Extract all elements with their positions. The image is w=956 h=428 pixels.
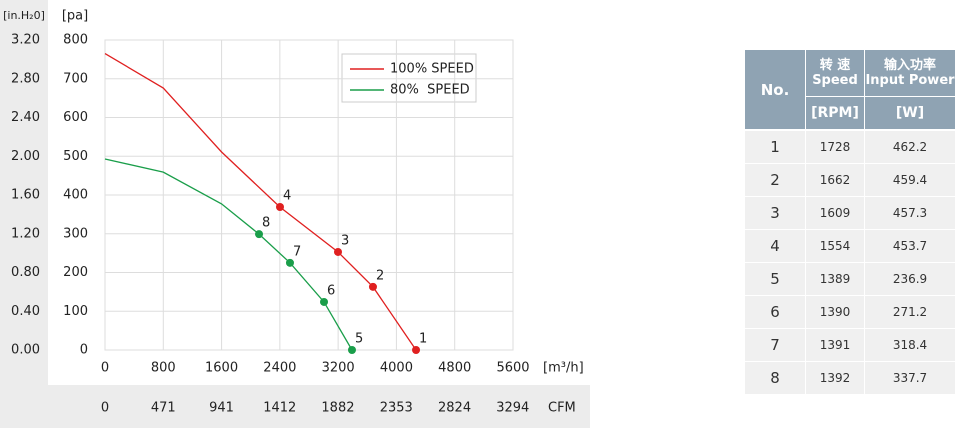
- point-label: 7: [293, 244, 301, 259]
- y2-tick-label: 3.20: [11, 33, 40, 48]
- table-cell: 1392: [806, 362, 864, 394]
- table-cell: 271.2: [865, 296, 955, 328]
- y-tick-label: 800: [63, 33, 88, 48]
- x2-tick-label: 2824: [438, 401, 471, 416]
- y2-tick-label: 1.60: [11, 188, 40, 203]
- x2-tick-label: 1882: [321, 401, 354, 416]
- legend: [341, 53, 477, 103]
- bottom-band: [0, 385, 590, 428]
- header-text: 输入功率: [883, 58, 936, 73]
- point-label: 5: [355, 332, 363, 347]
- point-label: 1: [419, 332, 427, 347]
- table-cell: 462.2: [865, 131, 955, 163]
- y-tick-label: 200: [63, 265, 88, 280]
- x2-tick-label: 0: [101, 401, 109, 416]
- x-tick-label: 5600: [496, 361, 529, 376]
- table-cell: 6: [745, 296, 805, 328]
- header-cell: 输入功率 Input Power: [865, 50, 955, 96]
- table-cell: 8: [745, 362, 805, 394]
- point: [285, 258, 294, 267]
- point: [276, 203, 285, 212]
- table-cell: 1389: [806, 263, 864, 295]
- point: [320, 297, 329, 306]
- table-cell: 457.3: [865, 197, 955, 229]
- x-tick-label: 2400: [263, 361, 296, 376]
- table-cell: 5: [745, 263, 805, 295]
- y-tick-label: 0: [80, 343, 88, 358]
- table-cell: 337.7: [865, 362, 955, 394]
- x2-tick-label: 1412: [263, 401, 296, 416]
- x2-tick-label: 2353: [380, 401, 413, 416]
- y2-tick-label: 1.20: [11, 226, 40, 241]
- table-cell: 236.9: [865, 263, 955, 295]
- y2-tick-label: 0.40: [11, 304, 40, 319]
- point: [255, 230, 264, 239]
- point-label: 6: [327, 283, 335, 298]
- legend-label: 80% SPEED: [390, 83, 470, 98]
- table-cell: 1609: [806, 197, 864, 229]
- x2-tick-label: 3294: [496, 401, 529, 416]
- x-tick-label: 4800: [438, 361, 471, 376]
- table-cell: 1554: [806, 230, 864, 262]
- x2-tick-label: 471: [151, 401, 176, 416]
- x-tick-label: 1600: [205, 361, 238, 376]
- header-cell: No.: [745, 50, 805, 129]
- unit-cell: [W]: [865, 97, 955, 129]
- y2-tick-label: 2.80: [11, 71, 40, 86]
- y2-tick-label: 2.40: [11, 110, 40, 125]
- y-tick-label: 100: [63, 304, 88, 319]
- x-tick-label: 4000: [380, 361, 413, 376]
- header-text: Input Power: [865, 73, 955, 88]
- y2-tick-label: 0.00: [11, 343, 40, 358]
- unit-cell: [RPM]: [806, 97, 864, 129]
- point-label: 2: [376, 268, 384, 283]
- table-cell: 3: [745, 197, 805, 229]
- table-cell: 1391: [806, 329, 864, 361]
- point: [347, 346, 356, 354]
- y2-tick-label: 0.80: [11, 265, 40, 280]
- left-band: [0, 0, 48, 428]
- x-tick-label: 0: [101, 361, 109, 376]
- point-label: 4: [283, 189, 291, 204]
- table-cell: 1390: [806, 296, 864, 328]
- y2-tick-label: 2.00: [11, 149, 40, 164]
- point: [412, 346, 421, 354]
- x-tick-label: 800: [151, 361, 176, 376]
- point-label: 3: [341, 233, 349, 248]
- y-tick-label: 700: [63, 71, 88, 86]
- point-label: 8: [262, 216, 270, 231]
- y-tick-label: 400: [63, 188, 88, 203]
- table-cell: 7: [745, 329, 805, 361]
- header-text: Speed: [812, 73, 858, 88]
- point: [333, 247, 342, 256]
- table-cell: 1728: [806, 131, 864, 163]
- table-cell: 1: [745, 131, 805, 163]
- x2-tick-label: 941: [209, 401, 234, 416]
- header-cell: 转 速 Speed: [806, 50, 864, 96]
- y-tick-label: 600: [63, 110, 88, 125]
- table-cell: 1662: [806, 164, 864, 196]
- x-axis-label: [m³/h]: [543, 361, 584, 376]
- table-cell: 453.7: [865, 230, 955, 262]
- x2-axis-label: CFM: [548, 401, 576, 416]
- legend-label: 100% SPEED: [390, 62, 474, 77]
- y-tick-label: 300: [63, 226, 88, 241]
- y2-axis-label: [in.H₂0]: [3, 9, 45, 22]
- table-cell: 4: [745, 230, 805, 262]
- table-cell: 318.4: [865, 329, 955, 361]
- table-cell: 2: [745, 164, 805, 196]
- point: [368, 282, 377, 291]
- header-text: 转 速: [819, 58, 851, 73]
- table-cell: 459.4: [865, 164, 955, 196]
- y-axis-label: [pa]: [62, 9, 88, 24]
- x-tick-label: 3200: [322, 361, 355, 376]
- y-tick-label: 500: [63, 149, 88, 164]
